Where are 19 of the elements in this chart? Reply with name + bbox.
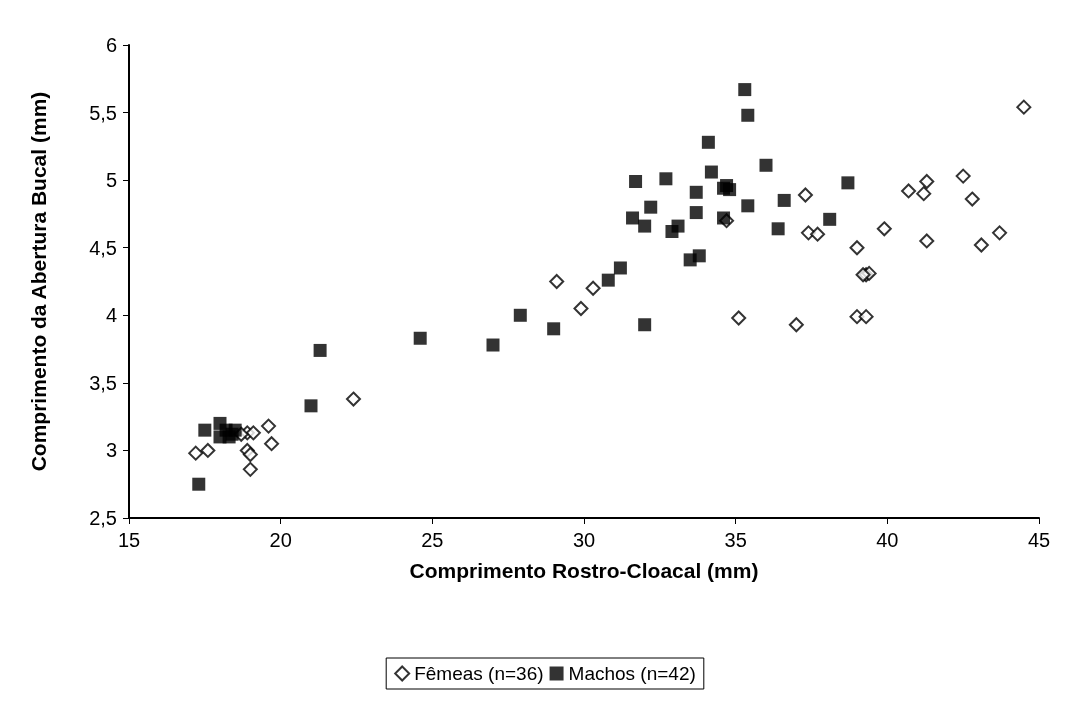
y-axis-title: Comprimento da Abertura Bucal (mm) (27, 91, 50, 472)
y-tick-label: 2,5 (89, 507, 117, 529)
x-tick-label: 35 (724, 529, 747, 551)
y-tick-label: 5,5 (89, 101, 117, 124)
legend-label: Machos (n=42) (568, 663, 696, 684)
y-tick-label: 3,5 (89, 371, 117, 394)
y-tick-label: 4,5 (89, 236, 117, 259)
x-tick-label: 20 (269, 529, 292, 551)
legend-label: Fêmeas (n=36) (414, 663, 544, 684)
x-tick-label: 15 (117, 529, 141, 551)
x-tick-label: 40 (876, 529, 899, 551)
x-tick-label: 45 (1027, 529, 1051, 551)
x-tick-label: 25 (421, 529, 444, 551)
x-axis-title: Comprimento Rostro-Cloacal (mm) (409, 559, 759, 582)
x-tick-label: 30 (572, 529, 596, 551)
y-tick-label: 6 (105, 34, 117, 56)
y-tick-label: 5 (105, 169, 117, 192)
y-tick-label: 3 (105, 439, 117, 462)
y-tick-label: 4 (105, 304, 117, 327)
